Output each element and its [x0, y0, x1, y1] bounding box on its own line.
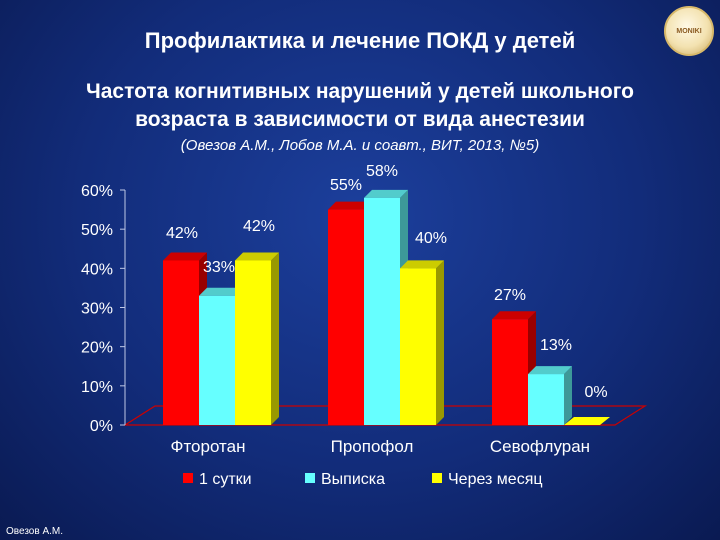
chart-title: Частота когнитивных нарушений у детей шк…	[0, 78, 720, 134]
bar-top	[492, 311, 536, 320]
y-tick-label: 20%	[81, 340, 113, 357]
bar-top	[199, 287, 243, 296]
legend-item: Через месяц	[432, 471, 543, 488]
bar-top	[163, 252, 207, 261]
institution-logo: MONIKI	[664, 6, 714, 56]
bar	[564, 417, 610, 425]
footer-author: Овезов А.М.	[6, 526, 64, 537]
bar	[492, 319, 528, 425]
page-title: Профилактика и лечение ПОКД у детей	[144, 28, 576, 53]
y-tick-label: 60%	[81, 183, 113, 200]
legend-swatch	[305, 473, 315, 483]
logo-text: MONIKI	[676, 27, 702, 35]
data-label: 40%	[415, 230, 447, 247]
data-label: 58%	[366, 163, 398, 180]
bar-side	[564, 366, 572, 425]
bar-side	[436, 260, 444, 425]
bar	[528, 374, 564, 425]
y-tick-label: 10%	[81, 379, 113, 396]
chart-source: (Овезов А.М., Лобов М.А. и соавт., ВИТ, …	[180, 137, 540, 154]
data-label: 55%	[330, 177, 362, 194]
legend-label: Выписка	[321, 471, 385, 488]
x-tick-label: Пропофол	[331, 437, 414, 456]
legend-label: 1 сутки	[199, 471, 252, 488]
bar-top	[235, 252, 279, 261]
legend-label: Через месяц	[448, 471, 543, 488]
bar	[163, 260, 199, 425]
bar	[235, 260, 271, 425]
bar-top	[328, 201, 372, 210]
data-label: 42%	[243, 218, 275, 235]
data-label: 13%	[540, 337, 572, 354]
y-tick-label: 40%	[81, 261, 113, 278]
y-tick-label: 50%	[81, 222, 113, 239]
bar-side	[271, 252, 279, 425]
bar-top	[364, 189, 408, 198]
bar	[364, 197, 400, 425]
x-tick-label: Севофлуран	[490, 437, 590, 456]
y-tick-label: 30%	[81, 301, 113, 318]
legend-item: Выписка	[305, 471, 385, 488]
chart-title-line-2: возраста в зависимости от вида анестезии	[135, 108, 585, 131]
bar	[199, 295, 235, 425]
legend-swatch	[183, 473, 193, 483]
bar	[328, 209, 364, 425]
data-label: 27%	[494, 287, 526, 304]
y-tick-label: 0%	[90, 418, 113, 435]
data-label: 42%	[166, 225, 198, 242]
bar	[400, 268, 436, 425]
data-label: 0%	[584, 384, 607, 401]
bar-top	[528, 366, 572, 375]
bar-top	[400, 260, 444, 269]
data-label: 33%	[203, 259, 235, 276]
chart-title-line-1: Частота когнитивных нарушений у детей шк…	[85, 80, 635, 103]
chart-floor	[122, 405, 648, 426]
legend-swatch	[432, 473, 442, 483]
legend-item: 1 сутки	[183, 471, 252, 488]
x-tick-label: Фторотан	[171, 437, 246, 456]
